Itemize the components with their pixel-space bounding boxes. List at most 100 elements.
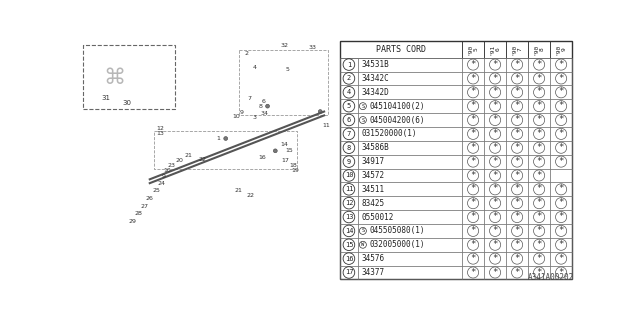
Text: *: * [492,74,498,83]
Text: *: * [559,101,564,110]
Text: *: * [470,198,476,207]
Bar [484,99,506,113]
Text: 6: 6 [262,99,266,104]
Bar [340,224,358,238]
Bar [550,71,572,85]
Text: 34342D: 34342D [362,88,389,97]
Text: 1: 1 [216,136,220,141]
Bar [506,169,528,182]
Bar [528,196,550,210]
Bar [462,210,484,224]
Bar [506,127,528,141]
Bar [340,71,358,85]
Text: 15: 15 [345,242,353,248]
Text: 17: 17 [282,157,289,163]
Text: *: * [559,226,564,235]
Bar [340,210,358,224]
Text: 9: 9 [347,159,351,164]
Text: *: * [515,268,520,276]
Text: *: * [559,212,564,221]
Bar [506,85,528,99]
Bar [462,238,484,252]
Bar [506,113,528,127]
Bar [462,58,484,71]
Text: *: * [492,60,498,69]
Bar [506,224,528,238]
Bar [506,196,528,210]
Bar [462,141,484,155]
Bar [528,210,550,224]
Bar [528,85,550,99]
Bar [340,41,572,279]
Text: *: * [536,184,542,193]
Circle shape [273,149,277,153]
Bar [358,99,462,113]
Text: 22: 22 [198,157,207,162]
Bar [550,210,572,224]
Text: 5: 5 [347,103,351,109]
Text: 045505080(1): 045505080(1) [369,227,424,236]
Text: '91
6: '91 6 [490,44,500,55]
Bar [528,127,550,141]
Text: '90
5: '90 5 [468,44,479,55]
Bar [506,99,528,113]
Bar [358,113,462,127]
Text: *: * [536,254,542,263]
Text: 22: 22 [246,193,255,198]
Text: *: * [492,87,498,96]
Bar [550,85,572,99]
Text: 8: 8 [259,104,262,109]
Text: 7: 7 [247,96,251,101]
Bar [462,266,484,279]
Text: 4: 4 [252,65,257,70]
Bar [550,58,572,71]
Text: 27: 27 [140,204,148,209]
Bar [484,113,506,127]
Text: *: * [470,143,476,152]
Bar [484,85,506,99]
Bar [462,127,484,141]
Bar [358,71,462,85]
Bar [506,210,528,224]
Bar [340,252,358,266]
Text: *: * [559,143,564,152]
Text: *: * [536,60,542,69]
Text: *: * [536,226,542,235]
Text: 16: 16 [345,256,353,262]
Text: *: * [536,240,542,249]
Text: *: * [492,268,498,276]
Text: 11: 11 [323,123,330,128]
Text: '90
7: '90 7 [512,44,522,55]
Text: W: W [361,242,365,247]
Bar [484,196,506,210]
Bar [550,155,572,169]
Bar [528,113,550,127]
Text: 12: 12 [157,126,164,131]
Text: 13: 13 [157,132,164,136]
Text: 34377: 34377 [362,268,385,277]
Text: *: * [492,212,498,221]
Text: ⌘: ⌘ [104,68,126,88]
Bar [550,252,572,266]
Bar [484,141,506,155]
Text: 34576: 34576 [362,254,385,263]
Bar [358,266,462,279]
Circle shape [224,137,228,140]
Text: *: * [559,198,564,207]
Bar [340,58,358,71]
Text: 10: 10 [345,172,353,179]
Bar [484,210,506,224]
Bar [462,99,484,113]
Bar [484,71,506,85]
Text: 34586B: 34586B [362,143,389,152]
Text: 24: 24 [157,181,165,186]
Text: *: * [492,143,498,152]
Text: *: * [515,74,520,83]
Text: 10: 10 [164,168,172,173]
Bar [506,155,528,169]
Bar [528,58,550,71]
Text: 34531B: 34531B [362,60,389,69]
Bar [484,169,506,182]
Bar [340,141,358,155]
Text: *: * [515,143,520,152]
